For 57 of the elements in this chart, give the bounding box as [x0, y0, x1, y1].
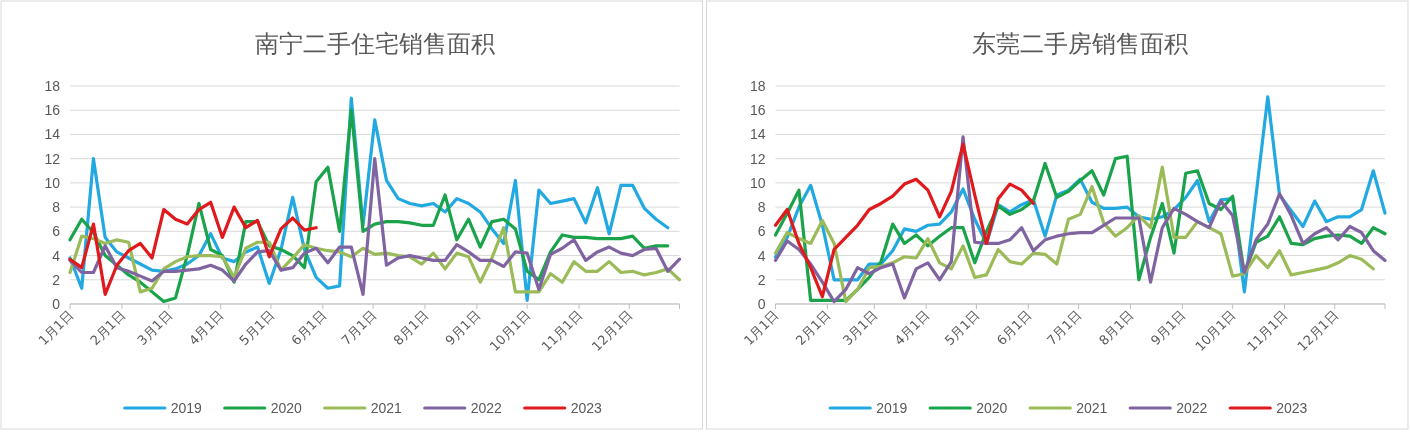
- legend-label: 2023: [570, 400, 603, 416]
- x-tick-label: 6月1日: [288, 307, 329, 349]
- y-tick-label: 18: [44, 78, 61, 94]
- y-tick-label: 4: [757, 247, 766, 264]
- chart-title: 东莞二手房销售面积: [972, 30, 1189, 58]
- y-tick-label: 16: [44, 102, 61, 119]
- y-tick-label: 0: [52, 296, 61, 312]
- y-tick-label: 16: [749, 102, 766, 119]
- legend-label: 2019: [876, 400, 908, 416]
- x-tick-label: 2月1日: [87, 307, 129, 349]
- y-tick-label: 0: [757, 296, 766, 312]
- y-tick-label: 8: [52, 199, 61, 216]
- x-tick-label: 11月1日: [1244, 307, 1291, 355]
- line-series: [68, 200, 318, 296]
- y-tick-label: 4: [52, 247, 61, 264]
- legend-label: 2021: [370, 400, 403, 416]
- x-tick-label: 3月1日: [839, 307, 881, 349]
- x-tick-label: 12月1日: [588, 307, 636, 355]
- y-tick-label: 12: [749, 150, 766, 167]
- x-tick-label: 8月1日: [1095, 307, 1137, 349]
- x-tick-label: 4月1日: [891, 307, 933, 349]
- chart-title: 南宁二手住宅销售面积: [254, 30, 495, 58]
- x-tick-label: 5月1日: [236, 307, 278, 349]
- x-tick-label: 8月1日: [390, 307, 432, 349]
- y-tick-label: 2: [52, 271, 61, 288]
- x-tick-label: 2月1日: [792, 307, 834, 349]
- y-tick-label: 6: [52, 223, 61, 240]
- x-tick-label: 5月1日: [941, 307, 983, 349]
- legend-label: 2020: [270, 400, 303, 416]
- x-tick-label: 11月1日: [538, 307, 586, 355]
- x-tick-label: 7月1日: [1044, 307, 1085, 349]
- y-tick-label: 8: [757, 199, 766, 216]
- x-tick-label: 6月1日: [993, 307, 1035, 349]
- line-series: [68, 157, 682, 296]
- x-tick-label: 7月1日: [338, 307, 380, 349]
- x-tick-label: 9月1日: [442, 307, 484, 349]
- y-tick-label: 10: [749, 174, 766, 191]
- y-tick-label: 10: [44, 174, 61, 191]
- legend-label: 2022: [470, 400, 503, 416]
- x-tick-label: 3月1日: [134, 307, 175, 349]
- y-tick-label: 14: [749, 126, 766, 143]
- x-tick-label: 10月1日: [486, 307, 534, 355]
- y-tick-label: 18: [749, 78, 766, 94]
- y-tick-label: 6: [757, 223, 766, 240]
- legend-label: 2022: [1176, 400, 1208, 416]
- legend-label: 2019: [170, 400, 203, 416]
- y-tick-label: 2: [757, 271, 766, 288]
- legend-label: 2020: [976, 400, 1008, 416]
- x-tick-label: 4月1日: [186, 307, 227, 349]
- x-tick-label: 12月1日: [1294, 307, 1341, 355]
- legend-label: 2021: [1076, 400, 1108, 416]
- x-tick-label: 10月1日: [1192, 307, 1239, 355]
- x-tick-label: 9月1日: [1147, 307, 1189, 349]
- y-tick-label: 12: [44, 150, 61, 167]
- legend-label: 2023: [1276, 400, 1308, 416]
- y-tick-label: 14: [44, 126, 61, 143]
- line-series: [773, 142, 1035, 299]
